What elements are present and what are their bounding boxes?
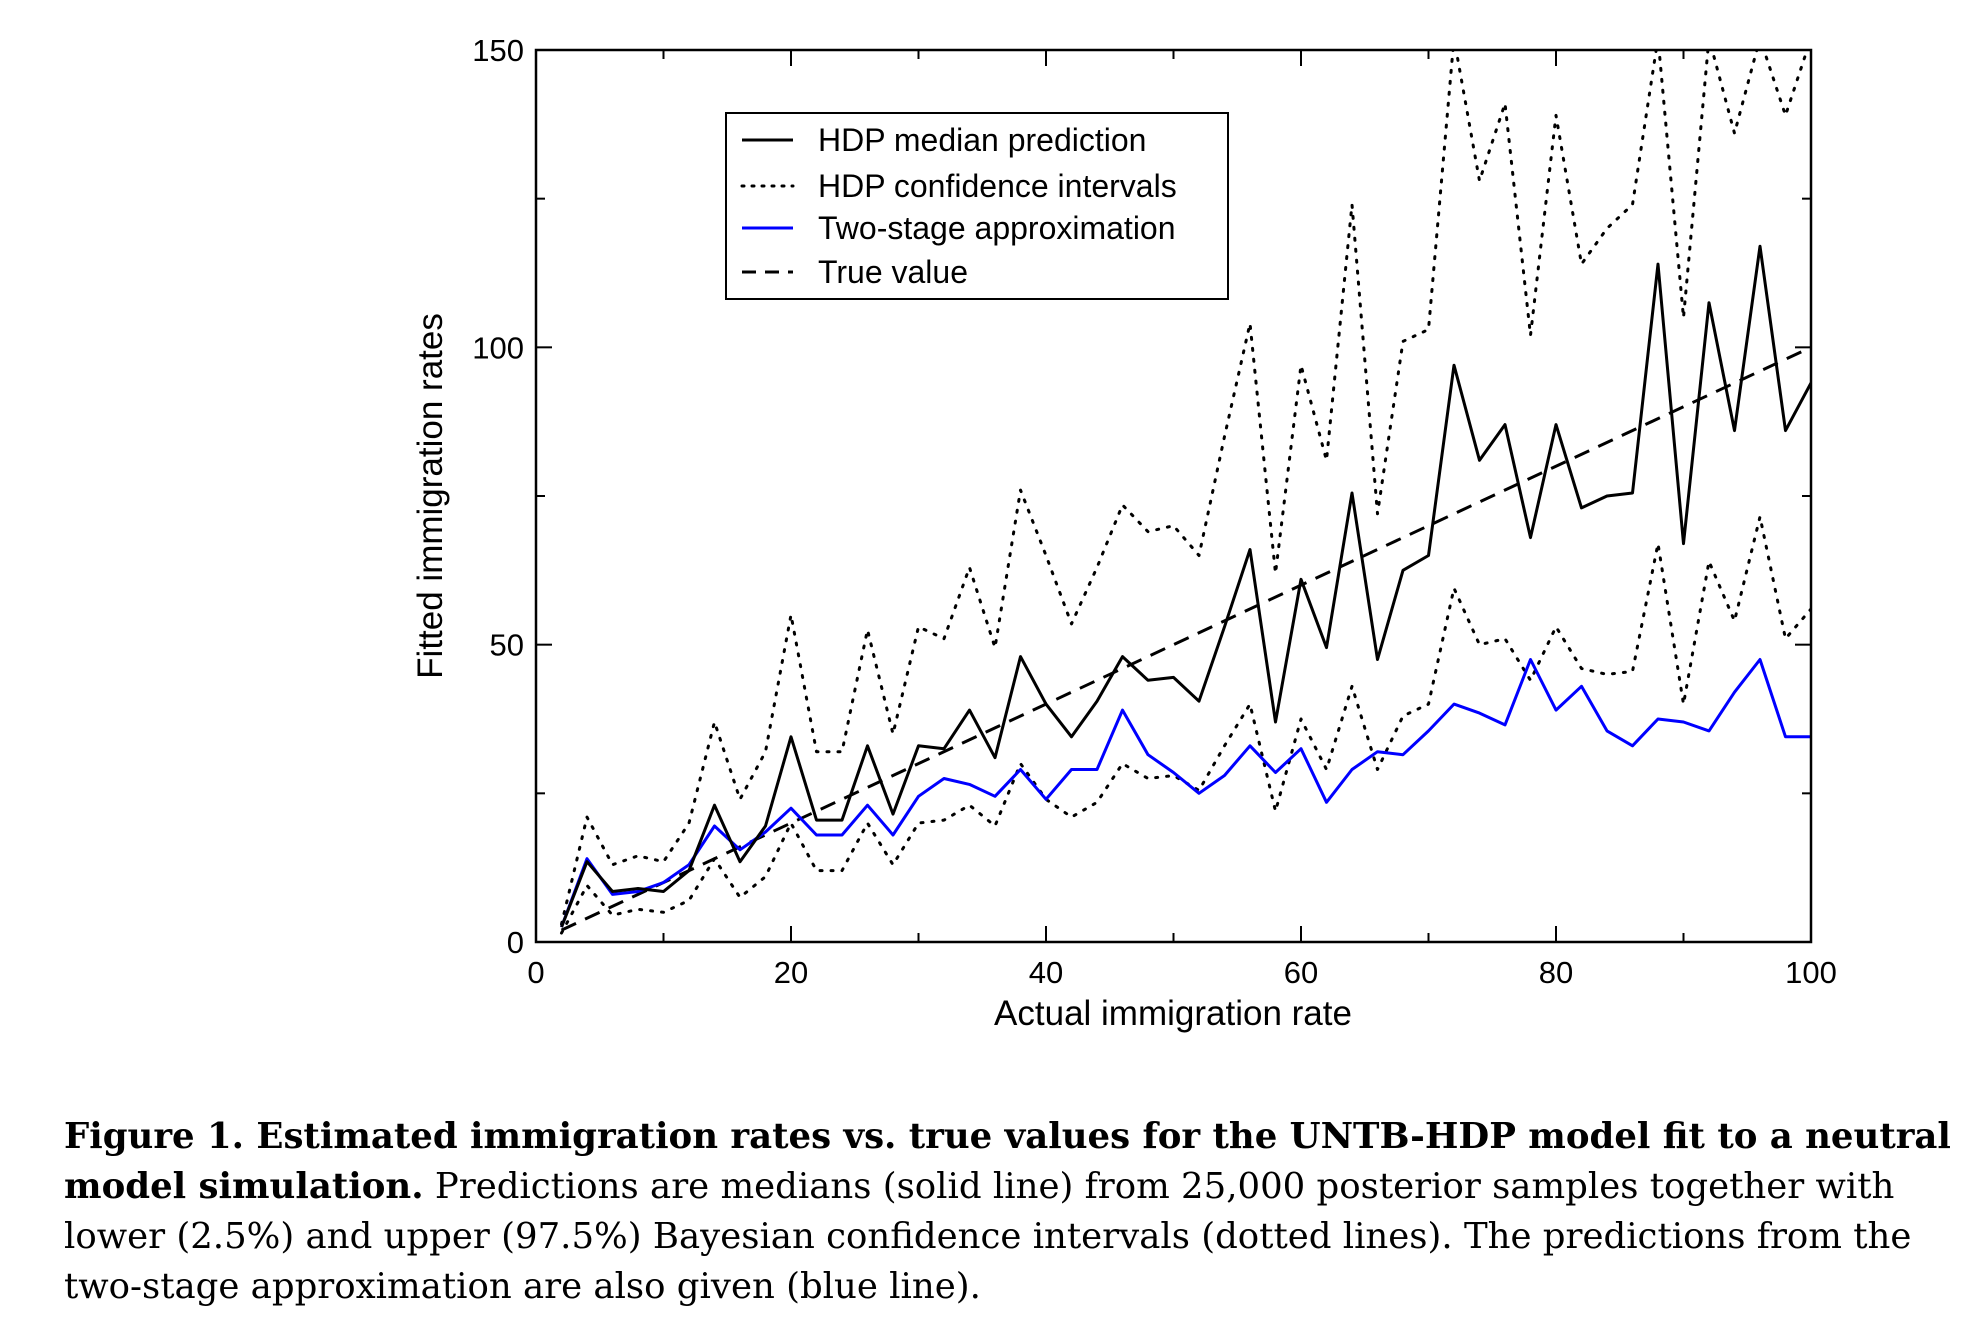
series-line-hdp-median-prediction — [560, 244, 1811, 928]
y-tick-label: 50 — [490, 628, 524, 663]
y-tick-label: 150 — [472, 33, 524, 68]
legend-label-median: HDP median prediction — [818, 122, 1146, 158]
legend-box — [725, 112, 1229, 300]
x-tick-label: 20 — [774, 955, 808, 990]
y-tick-label: 100 — [472, 330, 524, 365]
x-tick-label: 0 — [527, 955, 544, 990]
figure-caption: Figure 1. Estimated immigration rates vs… — [64, 1112, 1954, 1312]
legend: HDP median prediction HDP confidence int… — [725, 112, 1229, 300]
x-tick-label: 40 — [1029, 955, 1063, 990]
series-line-true-value — [560, 345, 1811, 932]
x-tick-label: 60 — [1284, 955, 1318, 990]
x-tick-label: 100 — [1785, 955, 1837, 990]
legend-entry-true-value: True value — [742, 254, 968, 290]
caption-title: Figure 1. Estimated immigration rates vs… — [64, 1116, 1951, 1207]
series-line-two-stage-approximation — [560, 658, 1811, 928]
series-line-hdp-confidence-intervals — [560, 50, 1809, 926]
legend-label-true-value: True value — [818, 254, 968, 290]
caption-body: Predictions are medians (solid line) fro… — [64, 1166, 1912, 1307]
series-line-hdp-confidence-intervals-lower — [560, 515, 1811, 935]
y-tick-label: 0 — [507, 925, 524, 960]
x-tick-label: 80 — [1539, 955, 1573, 990]
legend-entry-confidence: HDP confidence intervals — [740, 168, 1177, 204]
y-axis-label: Fitted immigration rates — [411, 313, 450, 679]
axis-layer: 0 20 40 60 80 100 0 50 100 150 — [472, 33, 1837, 990]
legend-label-two-stage: Two-stage approximation — [818, 210, 1176, 246]
series-layer — [560, 50, 1811, 935]
legend-label-confidence: HDP confidence intervals — [818, 168, 1177, 204]
legend-entry-two-stage: Two-stage approximation — [742, 210, 1176, 246]
legend-entry-median: HDP median prediction — [742, 122, 1146, 158]
x-axis-label: Actual immigration rate — [994, 994, 1352, 1033]
